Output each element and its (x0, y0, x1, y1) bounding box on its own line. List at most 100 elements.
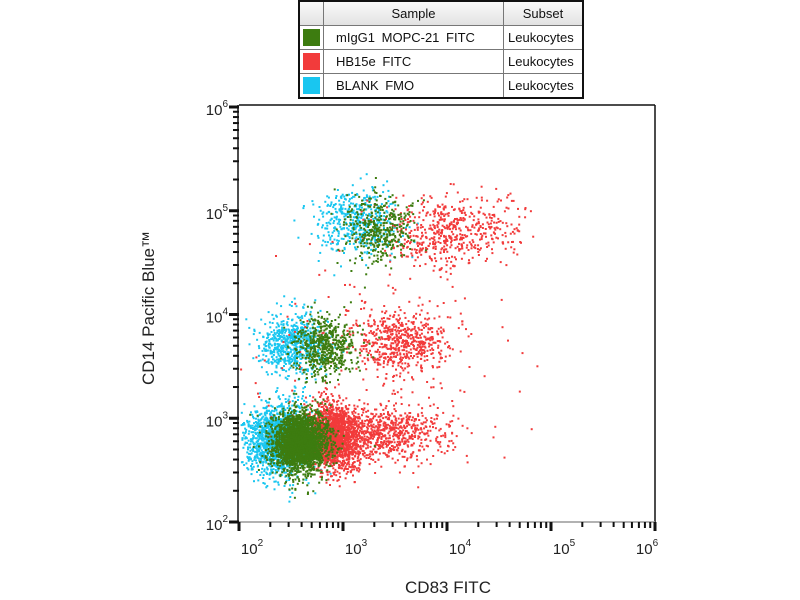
data-point (341, 211, 344, 214)
data-point (271, 437, 274, 440)
data-point (352, 202, 355, 205)
data-point (280, 474, 283, 477)
data-point (323, 448, 325, 451)
data-point (347, 233, 350, 236)
data-point (280, 323, 283, 326)
data-point (301, 343, 304, 346)
data-point (378, 214, 381, 217)
data-point (330, 234, 333, 237)
data-point (262, 336, 265, 339)
data-point (250, 467, 253, 470)
data-point (340, 228, 343, 231)
data-point (293, 352, 296, 355)
data-point (338, 424, 341, 427)
data-point (302, 387, 305, 390)
data-point (365, 415, 368, 418)
data-point (342, 399, 345, 402)
data-point (276, 453, 279, 455)
data-point (341, 428, 344, 431)
data-point (243, 403, 246, 406)
data-point (403, 442, 406, 445)
data-point (335, 197, 337, 199)
data-point (299, 368, 302, 371)
data-point (329, 236, 332, 239)
data-point (258, 331, 261, 334)
data-point (350, 426, 353, 429)
data-point (355, 203, 358, 206)
data-point (318, 325, 320, 328)
data-point (397, 423, 400, 426)
data-point (342, 203, 345, 206)
data-point (342, 423, 345, 426)
data-point (412, 451, 415, 454)
data-point (350, 197, 353, 200)
data-point (271, 362, 274, 365)
data-point (335, 442, 338, 445)
data-point (339, 428, 342, 431)
data-point (288, 346, 291, 349)
data-point (409, 437, 412, 440)
data-point (331, 248, 334, 251)
data-point (298, 335, 301, 338)
data-point (350, 447, 353, 450)
data-point (349, 452, 352, 455)
data-point (336, 479, 339, 482)
data-point (254, 410, 257, 413)
data-point (279, 351, 282, 354)
data-point (359, 228, 362, 231)
data-point (307, 339, 310, 342)
data-point (344, 198, 347, 201)
data-point (361, 425, 364, 428)
data-point (251, 424, 254, 427)
data-point (274, 469, 277, 471)
data-point (275, 315, 278, 318)
data-point (320, 469, 323, 472)
data-point (348, 450, 351, 453)
data-point (272, 334, 275, 336)
data-point (374, 238, 377, 241)
data-point (326, 406, 329, 409)
data-point (418, 432, 421, 435)
data-point (338, 485, 341, 488)
data-point (265, 441, 268, 444)
data-point (327, 203, 330, 206)
data-point (265, 416, 268, 419)
data-point (323, 409, 325, 412)
data-point (348, 236, 351, 238)
data-point (332, 416, 335, 419)
data-point (288, 395, 291, 398)
data-point (334, 431, 337, 434)
data-point (406, 438, 409, 441)
data-point (310, 372, 313, 375)
data-point (356, 452, 359, 455)
data-point (349, 422, 352, 425)
data-point (355, 444, 358, 446)
data-point (292, 338, 294, 341)
data-point (273, 360, 276, 363)
data-point (328, 413, 331, 416)
data-point (346, 468, 349, 470)
data-point (250, 465, 252, 467)
data-point (293, 338, 296, 341)
data-point (346, 420, 349, 423)
data-point (261, 442, 264, 445)
data-point (289, 350, 292, 353)
data-point (318, 415, 321, 418)
data-point (319, 344, 322, 347)
data-point (259, 451, 262, 454)
data-point (372, 217, 375, 220)
data-point (337, 232, 340, 235)
data-point (259, 443, 261, 446)
data-point (331, 403, 334, 406)
data-point (329, 472, 332, 475)
data-point (280, 350, 283, 353)
data-point (275, 347, 278, 350)
data-point (256, 424, 259, 427)
data-point (317, 349, 320, 351)
data-point (328, 402, 331, 405)
data-point (290, 413, 293, 416)
data-point (310, 411, 313, 414)
data-point (327, 449, 329, 452)
data-point (282, 324, 285, 327)
data-point (275, 465, 278, 468)
